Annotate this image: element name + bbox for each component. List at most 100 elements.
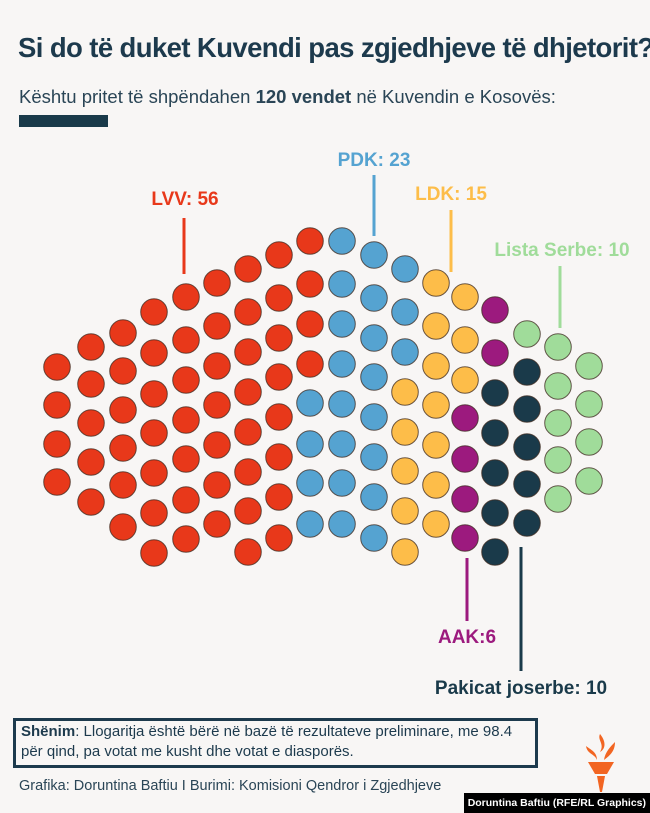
- seat-ldk: [422, 312, 450, 340]
- seat-aak: [451, 404, 479, 432]
- seat-lvv: [77, 488, 105, 516]
- seat-lvv: [140, 539, 168, 567]
- seat-lvv: [203, 269, 231, 297]
- seat-lvv: [109, 471, 137, 499]
- torch-logo-icon: [586, 734, 615, 792]
- seat-lvv: [234, 378, 262, 406]
- seat-pdk: [360, 403, 388, 431]
- seat-lvv: [234, 458, 262, 486]
- seat-lista-serbe: [544, 333, 572, 361]
- seat-lvv: [140, 419, 168, 447]
- seat-lvv: [203, 352, 231, 380]
- seat-ldk: [391, 418, 419, 446]
- seat-lvv: [265, 524, 293, 552]
- seat-lvv: [109, 434, 137, 462]
- seat-lvv: [203, 391, 231, 419]
- seat-pakicat-joserbe: [513, 509, 541, 537]
- seat-lvv: [265, 284, 293, 312]
- note-box: Shënim: Llogaritja është bërë në bazë të…: [13, 718, 538, 768]
- seat-pakicat-joserbe: [481, 419, 509, 447]
- seat-pdk: [360, 524, 388, 552]
- seat-pakicat-joserbe: [513, 395, 541, 423]
- seat-lista-serbe: [575, 467, 603, 495]
- seat-pdk: [391, 255, 419, 283]
- seat-pdk: [296, 469, 324, 497]
- seat-aak: [451, 485, 479, 513]
- seat-pdk: [328, 350, 356, 378]
- seat-lvv: [172, 283, 200, 311]
- seat-lvv: [265, 324, 293, 352]
- seat-lvv: [265, 483, 293, 511]
- seat-lvv: [296, 350, 324, 378]
- seat-pdk: [296, 430, 324, 458]
- seat-pakicat-joserbe: [481, 379, 509, 407]
- seat-pakicat-joserbe: [513, 433, 541, 461]
- seat-pdk: [296, 389, 324, 417]
- seat-lvv: [172, 366, 200, 394]
- seat-lista-serbe: [575, 428, 603, 456]
- seat-ldk: [422, 352, 450, 380]
- seat-lista-serbe: [575, 352, 603, 380]
- seat-pakicat-joserbe: [481, 499, 509, 527]
- seat-pdk: [328, 430, 356, 458]
- photo-credit: Doruntina Baftiu (RFE/RL Graphics): [463, 793, 650, 813]
- seat-lvv: [77, 333, 105, 361]
- note-text: : Llogaritja është bërë në bazë të rezul…: [21, 723, 513, 760]
- seat-pdk: [328, 227, 356, 255]
- label-lista-serbe: Lista Serbe: 10: [494, 240, 629, 261]
- seat-pdk: [328, 510, 356, 538]
- seat-lvv: [140, 459, 168, 487]
- seat-lvv: [234, 338, 262, 366]
- seat-pakicat-joserbe: [481, 538, 509, 566]
- seat-lvv: [172, 326, 200, 354]
- seat-lvv: [203, 312, 231, 340]
- seat-lvv: [140, 499, 168, 527]
- seat-pdk: [360, 284, 388, 312]
- seat-ldk: [451, 283, 479, 311]
- seat-pakicat-joserbe: [481, 459, 509, 487]
- leader-lines: [182, 175, 562, 671]
- seat-pdk: [328, 310, 356, 338]
- seat-lvv: [172, 486, 200, 514]
- seat-lvv: [234, 538, 262, 566]
- seat-lvv: [234, 497, 262, 525]
- seat-pdk: [391, 298, 419, 326]
- seat-lvv: [109, 319, 137, 347]
- seat-aak: [481, 339, 509, 367]
- chart-subtitle: Kështu pritet të shpëndahen 120 vendet n…: [19, 86, 556, 108]
- seat-lista-serbe: [544, 485, 572, 513]
- seat-pdk: [296, 510, 324, 538]
- seat-lvv: [77, 370, 105, 398]
- seat-lista-serbe: [575, 390, 603, 418]
- seat-lvv: [265, 363, 293, 391]
- label-pakicat-joserbe: Pakicat joserbe: 10: [435, 678, 607, 699]
- seat-lvv: [172, 445, 200, 473]
- seat-lvv: [265, 443, 293, 471]
- label-lvv: LVV: 56: [151, 189, 218, 210]
- seat-lvv: [77, 448, 105, 476]
- seat-aak: [451, 524, 479, 552]
- seat-lvv: [203, 510, 231, 538]
- seat-pdk: [360, 363, 388, 391]
- chart-title: Si do të duket Kuvendi pas zgjedhjeve të…: [18, 32, 650, 63]
- seat-lvv: [140, 339, 168, 367]
- seat-pdk: [360, 241, 388, 269]
- seat-pdk: [328, 469, 356, 497]
- seat-lvv: [296, 310, 324, 338]
- seat-lvv: [140, 298, 168, 326]
- seat-pdk: [360, 443, 388, 471]
- seat-ldk: [391, 457, 419, 485]
- seat-ldk: [391, 538, 419, 566]
- seat-aak: [481, 296, 509, 324]
- seat-dots: [43, 227, 603, 567]
- seat-aak: [451, 445, 479, 473]
- subtitle-seat-count: 120 vendet: [255, 86, 352, 107]
- seat-lista-serbe: [513, 320, 541, 348]
- label-ldk: LDK: 15: [415, 184, 487, 205]
- source-credit: Grafika: Doruntina Baftiu I Burimi: Komi…: [19, 778, 442, 794]
- seat-pdk: [328, 270, 356, 298]
- seat-lvv: [203, 471, 231, 499]
- seat-ldk: [391, 497, 419, 525]
- seat-ldk: [422, 391, 450, 419]
